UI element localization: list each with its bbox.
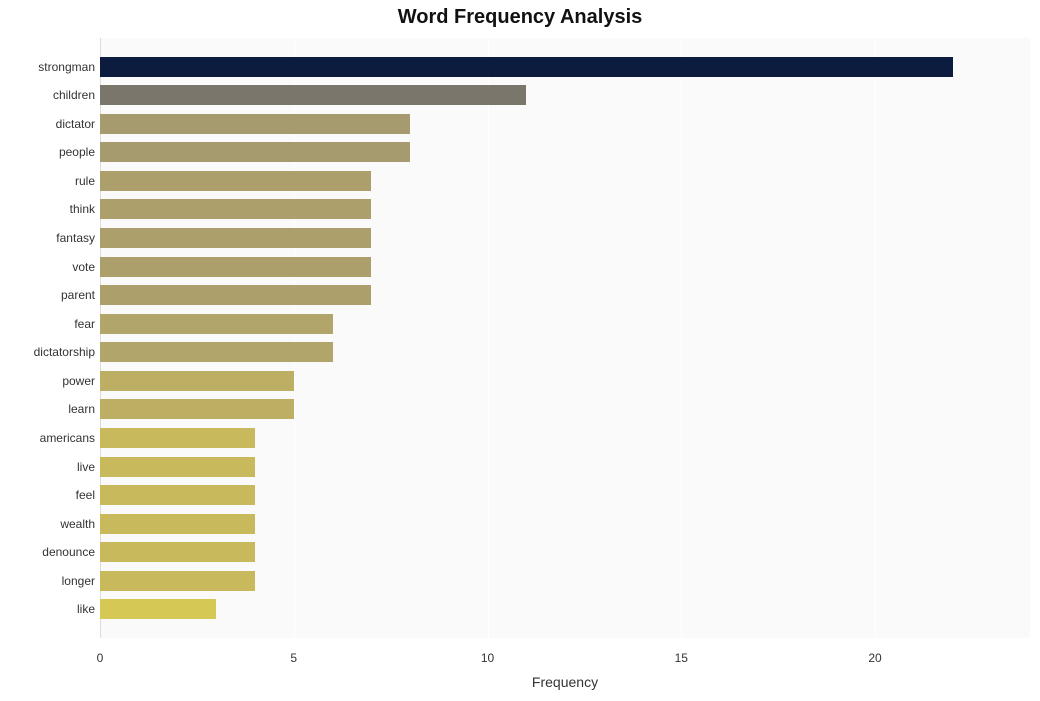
bar: [100, 485, 255, 505]
bar: [100, 428, 255, 448]
y-axis-label: feel: [5, 489, 95, 501]
bar: [100, 314, 333, 334]
y-axis-label: rule: [5, 175, 95, 187]
y-axis-label: vote: [5, 261, 95, 273]
x-axis-tick: 15: [675, 652, 688, 664]
y-axis-label: think: [5, 203, 95, 215]
bar: [100, 342, 333, 362]
bar: [100, 542, 255, 562]
chart-title: Word Frequency Analysis: [0, 6, 1040, 29]
y-axis-label: strongman: [5, 61, 95, 73]
bar: [100, 85, 526, 105]
y-axis-label: fantasy: [5, 232, 95, 244]
bar: [100, 257, 371, 277]
x-axis-tick: 10: [481, 652, 494, 664]
y-axis-label: live: [5, 461, 95, 473]
y-axis-label: fear: [5, 318, 95, 330]
y-axis-label: dictator: [5, 118, 95, 130]
bar: [100, 142, 410, 162]
bar: [100, 371, 294, 391]
bar: [100, 228, 371, 248]
y-axis-label: parent: [5, 289, 95, 301]
y-axis-label: denounce: [5, 546, 95, 558]
bar: [100, 514, 255, 534]
y-axis-label: learn: [5, 403, 95, 415]
bar: [100, 199, 371, 219]
bar: [100, 457, 255, 477]
bar: [100, 285, 371, 305]
x-axis-label: Frequency: [465, 674, 665, 690]
bar: [100, 571, 255, 591]
x-axis-tick: 20: [868, 652, 881, 664]
bar: [100, 599, 216, 619]
bar: [100, 399, 294, 419]
plot-area: [100, 38, 1030, 638]
word-frequency-chart: Word Frequency Analysis strongman childre…: [0, 0, 1040, 701]
x-axis-tick: 0: [97, 652, 104, 664]
y-axis-label: like: [5, 603, 95, 615]
y-axis-label: people: [5, 146, 95, 158]
y-axis-label: americans: [5, 432, 95, 444]
x-axis-tick: 5: [290, 652, 297, 664]
bars-container: [100, 38, 1030, 638]
y-axis-label: wealth: [5, 518, 95, 530]
y-axis-label: longer: [5, 575, 95, 587]
bar: [100, 171, 371, 191]
y-axis-label: children: [5, 89, 95, 101]
y-axis-label: power: [5, 375, 95, 387]
bar: [100, 114, 410, 134]
bar: [100, 57, 953, 77]
y-axis-label: dictatorship: [5, 346, 95, 358]
